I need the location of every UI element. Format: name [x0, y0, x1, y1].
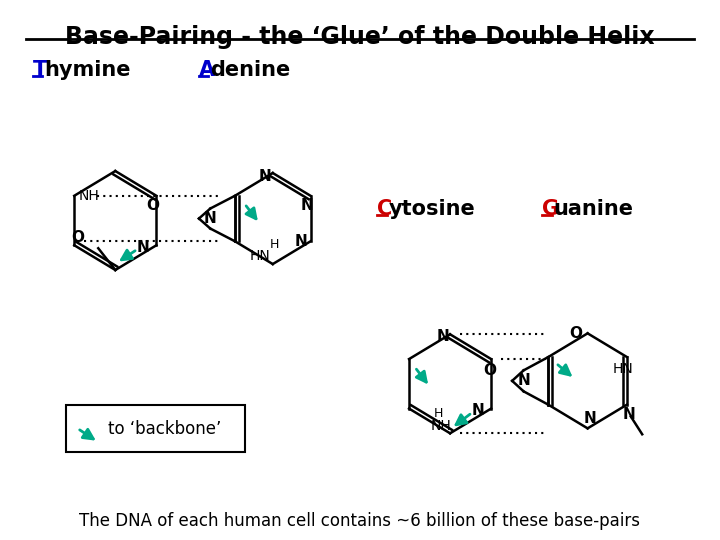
Text: N: N: [258, 170, 271, 185]
Text: HN: HN: [250, 249, 271, 263]
Text: N: N: [294, 234, 307, 249]
Text: HN: HN: [613, 362, 634, 376]
Text: N: N: [472, 403, 485, 418]
Text: H: H: [270, 238, 279, 251]
Text: T: T: [33, 60, 47, 80]
Text: ytosine: ytosine: [389, 199, 475, 219]
Text: N: N: [300, 198, 313, 213]
Text: denine: denine: [210, 60, 290, 80]
Text: G: G: [542, 199, 559, 219]
Text: uanine: uanine: [554, 199, 634, 219]
Text: N: N: [517, 373, 530, 388]
Text: O: O: [71, 230, 84, 245]
Text: to ‘backbone’: to ‘backbone’: [108, 420, 221, 438]
Text: O: O: [483, 363, 496, 379]
Text: hymine: hymine: [44, 60, 131, 80]
Text: C: C: [377, 199, 392, 219]
Text: N: N: [204, 211, 217, 226]
Text: N: N: [583, 411, 596, 426]
Text: N: N: [137, 240, 150, 255]
FancyBboxPatch shape: [66, 404, 246, 452]
Text: The DNA of each human cell contains ~6 billion of these base-pairs: The DNA of each human cell contains ~6 b…: [79, 512, 641, 530]
Text: Base-Pairing - the ‘Glue’ of the Double Helix: Base-Pairing - the ‘Glue’ of the Double …: [66, 24, 654, 49]
Text: O: O: [146, 198, 159, 213]
Text: NH: NH: [431, 420, 451, 434]
Text: A: A: [199, 60, 215, 80]
Text: NH: NH: [79, 189, 100, 203]
Text: N: N: [623, 407, 635, 422]
Text: O: O: [570, 326, 582, 341]
Text: N: N: [436, 329, 449, 344]
Text: H: H: [434, 407, 444, 420]
